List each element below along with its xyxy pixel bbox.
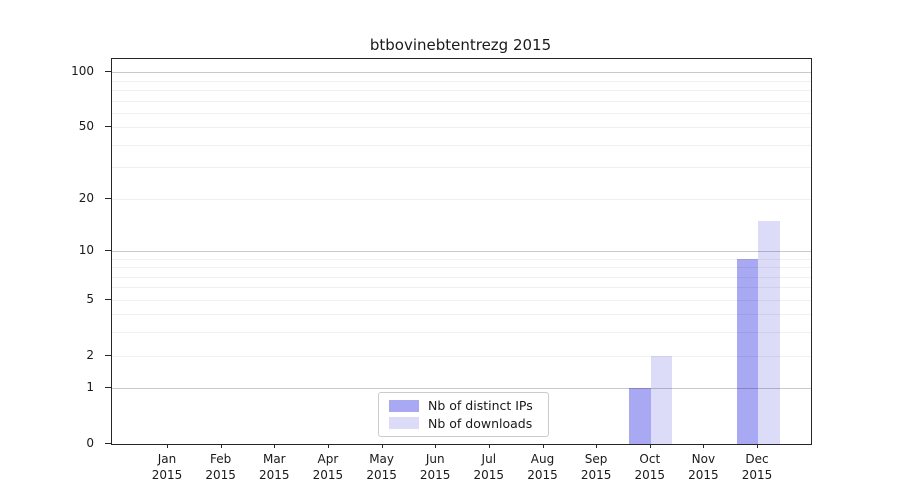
x-tick-mark bbox=[327, 444, 329, 448]
chart-title: btbovinebtentrezg 2015 bbox=[369, 36, 552, 54]
x-tick-month: Aug bbox=[530, 452, 555, 466]
bar-distinct-ips bbox=[629, 388, 651, 444]
x-tick-mark bbox=[596, 444, 598, 448]
x-tick-label: Feb 2015 bbox=[189, 452, 253, 483]
gridline-minor bbox=[112, 80, 811, 82]
y-tick-mark bbox=[105, 197, 111, 199]
y-tick-label: 50 bbox=[78, 119, 94, 134]
y-tick-mark bbox=[105, 354, 111, 356]
legend-item-distinct-ips: Nb of distinct IPs bbox=[389, 398, 542, 413]
gridline-minor bbox=[112, 198, 811, 200]
y-tick-mark bbox=[105, 298, 111, 300]
x-tick-month: May bbox=[369, 452, 394, 466]
x-tick-month: Oct bbox=[639, 452, 661, 466]
y-tick-label: 5 bbox=[86, 291, 94, 306]
x-tick-year: 2015 bbox=[741, 467, 773, 482]
x-tick-label: Dec 2015 bbox=[725, 452, 789, 483]
y-tick-mark bbox=[105, 71, 111, 73]
x-tick-mark bbox=[167, 444, 168, 448]
x-tick-mark bbox=[381, 444, 383, 448]
x-tick-year: 2015 bbox=[527, 467, 558, 482]
x-tick-month: Sep bbox=[584, 452, 608, 466]
gridline-minor bbox=[112, 167, 811, 169]
gridline-minor bbox=[112, 100, 811, 102]
y-tick-label: 10 bbox=[78, 242, 94, 257]
bar-downloads bbox=[758, 220, 780, 444]
x-tick-year: 2015 bbox=[580, 467, 612, 482]
x-tick-label: Apr 2015 bbox=[296, 452, 360, 483]
gridline-minor bbox=[112, 299, 811, 301]
x-tick-year: 2015 bbox=[312, 467, 344, 482]
x-tick-mark bbox=[703, 444, 705, 448]
legend-swatch-distinct-ips bbox=[389, 399, 419, 412]
y-tick-mark bbox=[105, 443, 111, 444]
gridline-minor bbox=[112, 314, 811, 316]
gridline-minor bbox=[112, 144, 811, 146]
x-tick-mark bbox=[757, 444, 758, 448]
y-tick-mark bbox=[105, 387, 111, 389]
x-tick-mark bbox=[649, 444, 651, 448]
bar-downloads bbox=[650, 355, 673, 444]
gridline-minor bbox=[112, 90, 811, 91]
legend-label-distinct-ips: Nb of distinct IPs bbox=[428, 398, 533, 414]
gridline-major bbox=[112, 72, 811, 74]
x-tick-label: Oct 2015 bbox=[618, 452, 682, 483]
x-tick-year: 2015 bbox=[366, 467, 397, 482]
y-axis: 0 1 2 5 10 20 50 100 bbox=[0, 58, 111, 450]
legend-label-downloads: Nb of downloads bbox=[428, 415, 533, 431]
x-tick-label: Sep 2015 bbox=[564, 452, 628, 483]
legend-swatch-downloads bbox=[389, 417, 419, 430]
x-tick-mark bbox=[435, 444, 437, 448]
gridline-minor bbox=[112, 332, 811, 334]
y-tick-mark bbox=[105, 249, 111, 251]
x-tick-month: Jun bbox=[425, 452, 445, 466]
x-tick-label: Jul 2015 bbox=[457, 452, 521, 483]
x-tick-label: Nov 2015 bbox=[671, 452, 735, 483]
x-tick-year: 2015 bbox=[259, 467, 290, 482]
legend: Nb of distinct IPs Nb of downloads bbox=[378, 392, 549, 437]
x-tick-mark bbox=[274, 444, 276, 448]
gridline-minor bbox=[112, 267, 811, 268]
x-tick-month: Nov bbox=[691, 452, 716, 466]
x-tick-label: Mar 2015 bbox=[242, 452, 306, 483]
gridline-minor bbox=[112, 355, 811, 357]
x-tick-label: May 2015 bbox=[350, 452, 414, 483]
x-tick-year: 2015 bbox=[688, 467, 719, 482]
x-tick-mark bbox=[220, 444, 222, 448]
x-tick-year: 2015 bbox=[151, 467, 183, 482]
x-tick-month: Jan bbox=[157, 452, 177, 466]
y-tick-mark bbox=[105, 126, 111, 128]
gridline-minor bbox=[112, 112, 811, 114]
legend-item-downloads: Nb of downloads bbox=[389, 416, 542, 431]
gridline-minor bbox=[112, 287, 811, 289]
gridline-minor bbox=[112, 127, 811, 129]
x-tick-month: Apr bbox=[317, 452, 339, 466]
x-tick-month: Dec bbox=[745, 452, 769, 466]
x-tick-year: 2015 bbox=[634, 467, 666, 482]
x-tick-month: Mar bbox=[262, 452, 286, 466]
y-tick-label: 0 bbox=[86, 436, 94, 450]
plot-area: Nb of distinct IPs Nb of downloads bbox=[111, 58, 812, 445]
gridline-minor bbox=[112, 276, 811, 278]
gridline-major bbox=[112, 388, 811, 390]
bar-distinct-ips bbox=[736, 258, 759, 444]
y-tick-label: 2 bbox=[86, 347, 94, 362]
x-tick-label: Aug 2015 bbox=[511, 452, 575, 483]
x-tick-month: Feb bbox=[209, 452, 232, 466]
gridline-major bbox=[112, 250, 811, 252]
x-axis: Jan 2015 Feb 2015 Mar 2015 Apr 2015 May 2015 Jun 20… bbox=[111, 444, 810, 500]
gridline-minor bbox=[112, 258, 811, 260]
x-tick-mark bbox=[542, 444, 544, 448]
x-tick-year: 2015 bbox=[473, 467, 505, 482]
y-tick-label: 100 bbox=[71, 64, 94, 79]
x-tick-year: 2015 bbox=[419, 467, 451, 482]
x-tick-mark bbox=[488, 444, 490, 448]
x-tick-year: 2015 bbox=[205, 467, 236, 482]
y-tick-label: 1 bbox=[86, 380, 94, 395]
y-tick-label: 20 bbox=[78, 190, 94, 205]
x-tick-label: Jun 2015 bbox=[403, 452, 467, 483]
x-tick-month: Jul bbox=[481, 452, 497, 466]
x-tick-label: Jan 2015 bbox=[135, 452, 199, 483]
